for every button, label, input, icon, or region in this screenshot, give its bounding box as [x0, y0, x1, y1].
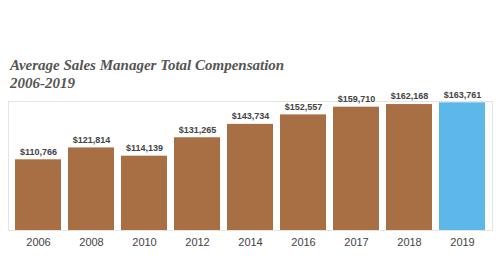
svg-text:$152,557: $152,557: [285, 102, 323, 112]
svg-text:$162,168: $162,168: [391, 91, 429, 101]
svg-text:2012: 2012: [185, 236, 209, 248]
svg-text:$131,265: $131,265: [179, 125, 217, 135]
svg-text:$121,814: $121,814: [73, 135, 111, 145]
html-text:2006-2019: 2006-2019: [10, 75, 75, 91]
svg-text:2016: 2016: [291, 236, 315, 248]
html-text:Average Sales Manager Total Co: Average Sales Manager Total Compensation: [10, 57, 285, 73]
svg-text:2008: 2008: [79, 236, 103, 248]
svg-text:2014: 2014: [238, 236, 262, 248]
svg-text:$110,766: $110,766: [20, 147, 57, 157]
svg-text:$159,710: $159,710: [338, 94, 376, 104]
svg-text:$143,734: $143,734: [232, 111, 270, 121]
svg-text:2019: 2019: [450, 236, 474, 248]
svg-text:2017: 2017: [344, 236, 368, 248]
svg-text:2018: 2018: [397, 236, 421, 248]
svg-text:2006: 2006: [26, 236, 50, 248]
svg-text:$114,139: $114,139: [126, 143, 163, 153]
svg-text:2010: 2010: [132, 236, 156, 248]
svg-text:$163,761: $163,761: [444, 90, 482, 100]
